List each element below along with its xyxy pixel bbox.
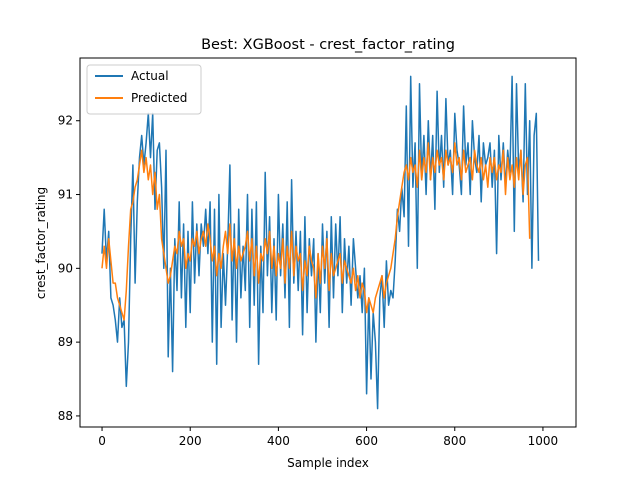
x-tick-label: 800 [443, 434, 466, 448]
y-tick-label: 90 [58, 261, 73, 275]
legend-actual-label: Actual [131, 69, 169, 83]
legend: Actual Predicted [86, 64, 202, 115]
x-tick-label: 1000 [528, 434, 559, 448]
plot-lines [101, 75, 540, 410]
x-axis: 0 200 400 600 800 1000 [98, 427, 558, 448]
x-tick-label: 0 [98, 434, 106, 448]
y-tick-label: 91 [58, 188, 73, 202]
series-line-predicted [101, 142, 531, 321]
x-axis-label: Sample index [287, 456, 369, 470]
legend-box [86, 64, 202, 115]
x-tick-label: 600 [355, 434, 378, 448]
y-tick-label: 92 [58, 114, 73, 128]
legend-predicted-label: Predicted [131, 91, 187, 105]
y-tick-label: 89 [58, 335, 73, 349]
x-tick-label: 200 [179, 434, 202, 448]
y-axis-label: crest_factor_rating [34, 187, 48, 299]
chart-title: Best: XGBoost - crest_factor_rating [201, 37, 455, 53]
y-axis: 88 89 90 91 92 [58, 114, 80, 423]
x-tick-label: 400 [267, 434, 290, 448]
plot-frame [79, 57, 577, 428]
y-tick-label: 88 [58, 409, 73, 423]
